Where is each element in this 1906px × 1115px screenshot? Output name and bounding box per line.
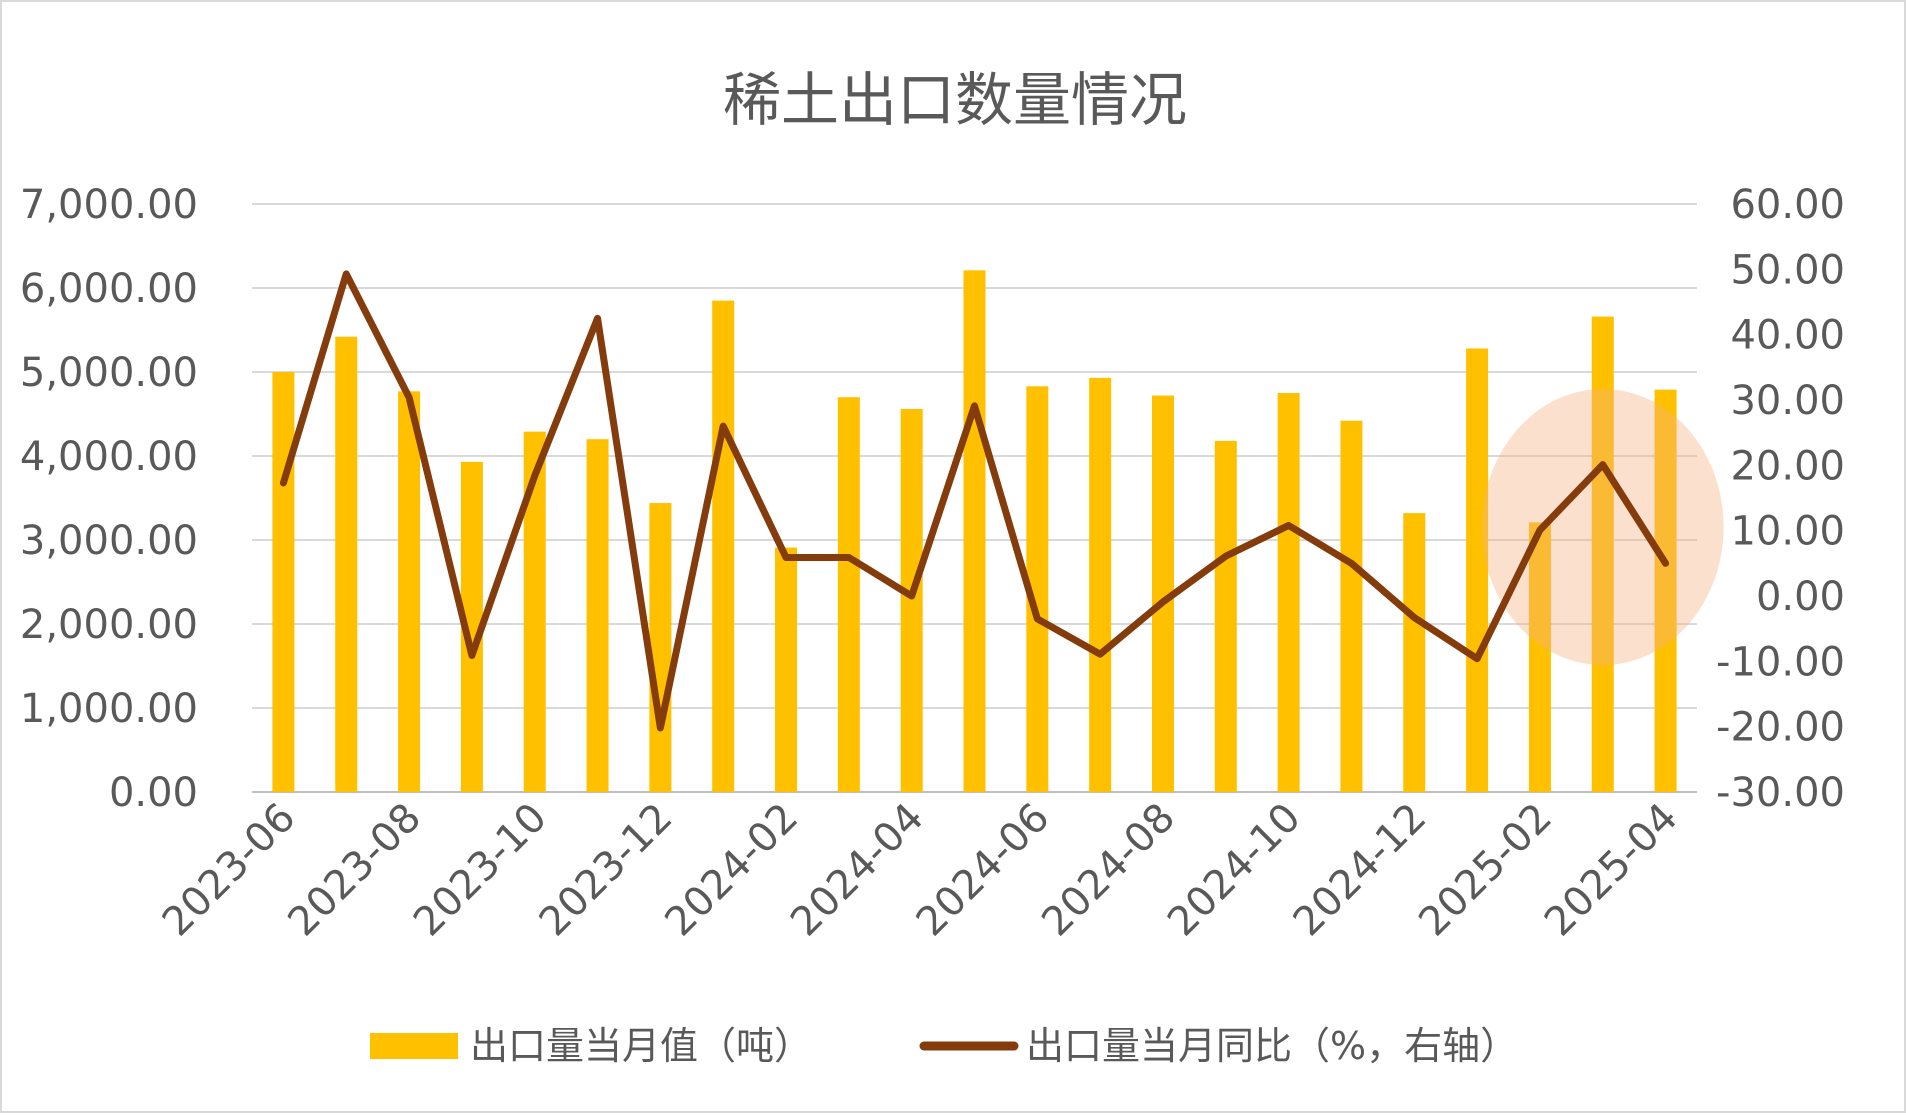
bar-2023-06 [272,372,295,792]
right-tick-label: 60.00 [1730,182,1845,228]
bar-2024-08 [1151,395,1174,792]
bar-2023-08 [398,391,421,792]
line-series [279,270,1670,732]
legend-bar-swatch [370,1033,458,1059]
right-tick-label: 50.00 [1730,247,1845,293]
bar-2024-03 [837,397,860,792]
bar-2023-10 [523,431,546,792]
left-tick-label: 7,000.00 [20,182,198,228]
left-tick-label: 0.00 [109,770,198,816]
chart-title: 稀土出口数量情况 [723,66,1187,134]
left-tick-label: 6,000.00 [20,266,198,312]
left-tick-label: 1,000.00 [20,686,198,732]
x-tick-label: 2023-12 [531,795,682,946]
left-tick-label: 3,000.00 [20,518,198,564]
bar-2023-07 [335,336,358,792]
x-tick-label: 2024-12 [1285,795,1436,946]
x-tick-label: 2024-06 [908,795,1059,946]
bar-2025-01 [1466,348,1489,792]
bar-2023-09 [460,461,483,792]
highlight-ellipse [1481,389,1724,665]
bar-2023-12 [649,503,672,792]
right-tick-label: -20.00 [1716,705,1845,751]
right-tick-label: 0.00 [1756,574,1845,620]
bar-2024-01 [712,300,735,792]
left-axis-ticks: 0.00 1,000.00 2,000.00 3,000.00 4,000.00 5,00… [20,182,198,816]
legend: 出口量当月值（吨） 出口量当月同比（%，右轴） [370,1024,1518,1068]
bar-2024-07 [1089,377,1112,792]
right-tick-label: 20.00 [1730,443,1845,489]
x-axis-ticks: 2023-062023-082023-102023-122024-022024-… [154,795,1687,946]
bar-2024-06 [1026,386,1049,792]
bar-2025-02 [1528,522,1551,792]
yoy-line [279,270,1670,732]
left-tick-label: 2,000.00 [20,602,198,648]
bar-series [272,270,1677,792]
bar-2024-04 [900,408,923,792]
bar-2024-09 [1214,440,1237,792]
bar-2025-04 [1654,389,1677,792]
x-tick-label: 2023-10 [405,795,556,946]
right-tick-label: 40.00 [1730,313,1845,359]
x-tick-label: 2024-08 [1033,795,1184,946]
bar-2024-11 [1340,420,1363,792]
legend-line-label: 出口量当月同比（%，右轴） [1026,1024,1518,1068]
x-tick-label: 2023-08 [279,795,430,946]
bar-2025-03 [1591,316,1614,792]
x-tick-label: 2024-04 [782,795,933,946]
left-tick-label: 5,000.00 [20,350,198,396]
legend-bar-label: 出口量当月值（吨） [470,1024,812,1068]
bar-2024-02 [775,547,798,792]
left-tick-label: 4,000.00 [20,434,198,480]
right-tick-label: 30.00 [1730,378,1845,424]
highlight-layer [1481,389,1724,665]
right-tick-label: -10.00 [1716,639,1845,685]
x-tick-label: 2025-02 [1410,795,1561,946]
right-axis-ticks: -30.00 -20.00 -10.00 0.00 10.00 20.00 30.00 40.… [1716,182,1845,816]
right-tick-label: -30.00 [1716,770,1845,816]
x-tick-label: 2024-10 [1159,795,1310,946]
x-tick-label: 2024-02 [656,795,807,946]
x-tick-label: 2025-04 [1536,795,1687,946]
bar-2024-12 [1403,513,1426,792]
bar-2023-11 [586,439,609,792]
x-tick-label: 2023-06 [154,795,305,946]
right-tick-label: 10.00 [1730,509,1845,555]
bar-2024-05 [963,270,986,792]
bar-2024-10 [1277,393,1300,792]
